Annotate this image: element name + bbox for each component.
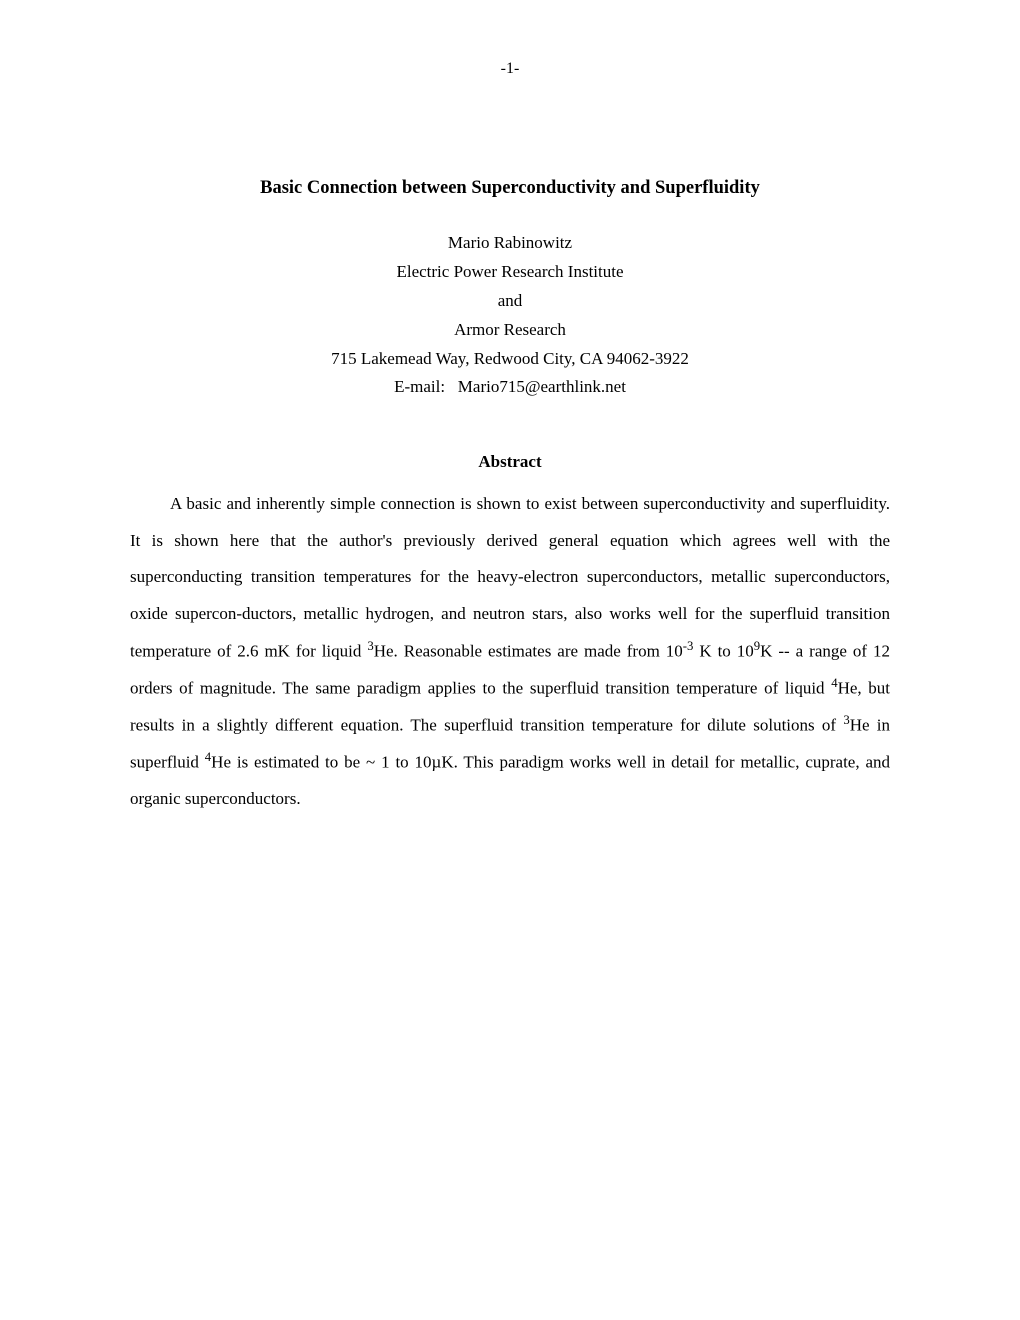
page-number: -1-: [130, 60, 890, 78]
author-block: Mario Rabinowitz Electric Power Research…: [130, 229, 890, 402]
paper-title: Basic Connection between Superconductivi…: [130, 178, 890, 199]
author-email-line: E-mail: Mario715@earthlink.net: [130, 373, 890, 402]
abstract-text: K to 10: [693, 641, 753, 660]
affiliation-conjunction: and: [130, 287, 890, 316]
email-value: Mario715@earthlink.net: [458, 377, 626, 396]
abstract-text: He is estimated to be ~ 1 to 10µK. This …: [130, 753, 890, 809]
abstract-text: A basic and inherently simple connection…: [130, 494, 890, 660]
abstract-heading: Abstract: [130, 452, 890, 472]
abstract-body: A basic and inherently simple connection…: [130, 486, 890, 818]
author-address: 715 Lakemead Way, Redwood City, CA 94062…: [130, 345, 890, 374]
affiliation-2: Armor Research: [130, 316, 890, 345]
affiliation-1: Electric Power Research Institute: [130, 258, 890, 287]
email-label: E-mail:: [394, 377, 445, 396]
abstract-text: He. Reasonable estimates are made from 1…: [374, 641, 683, 660]
superscript-exp-neg3: -3: [683, 639, 694, 653]
author-name: Mario Rabinowitz: [130, 229, 890, 258]
